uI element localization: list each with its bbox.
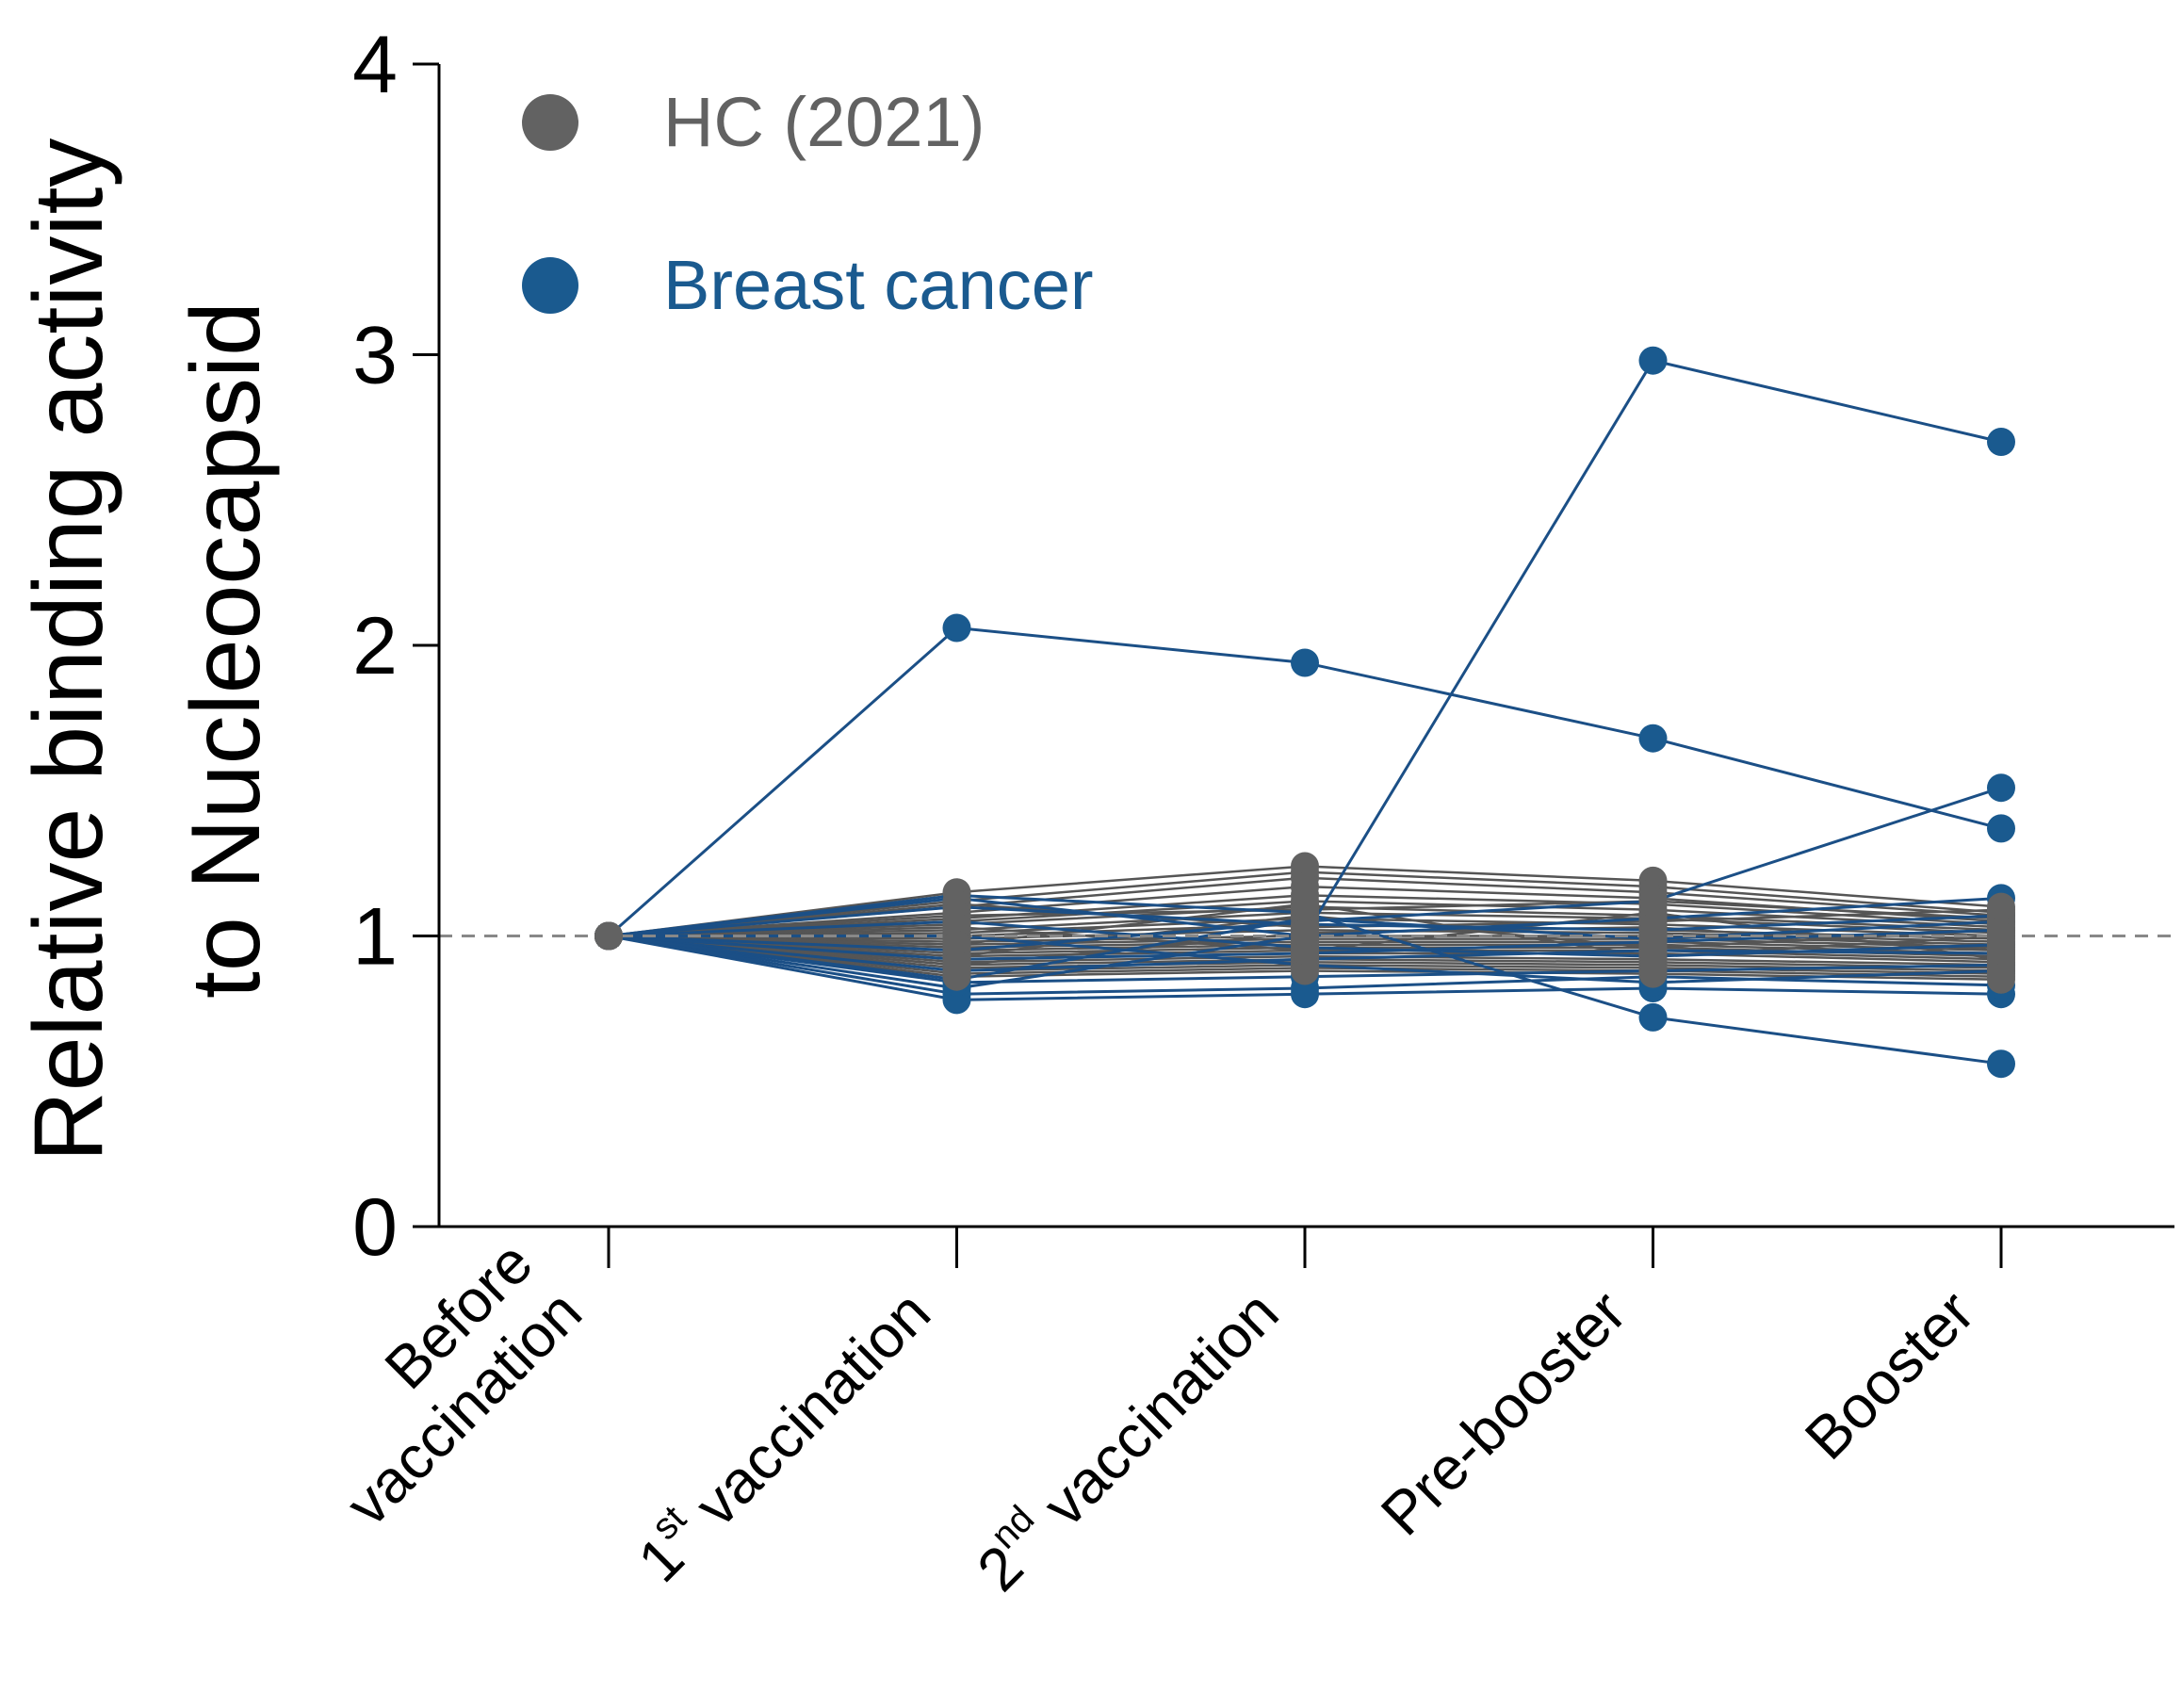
bc-point-0-3 (1638, 724, 1668, 753)
x-tick-label-4: Booster (1792, 1277, 1987, 1472)
y-axis-title-line-1: to Nucleocapsid (171, 301, 281, 999)
legend-marker-0 (522, 94, 578, 151)
y-axis-title: Relative binding activity to Nucleocapsid (14, 138, 281, 1163)
bc-point-0-2 (1291, 648, 1319, 677)
axes: 0 1 2 3 4 (352, 20, 2174, 1273)
hc-point-29-4 (1987, 935, 2015, 965)
legend-label-0: HC (2021) (663, 83, 985, 161)
bc-point-0-4 (1987, 814, 2015, 843)
y-tick-label-3: 3 (352, 311, 398, 401)
hc-point-23-2 (1291, 956, 1319, 985)
x-tick-label-1-part-0-2: vaccination (670, 1277, 943, 1551)
x-tick-label-0: Beforevaccination (285, 1228, 594, 1538)
bc-point-2-4 (1987, 773, 2015, 803)
bc-point-3-3 (1638, 1002, 1668, 1032)
x-tick-label-3-part-0-0: Pre-booster (1368, 1277, 1638, 1548)
legend: HC (2021) Breast cancer (522, 83, 1094, 324)
x-tick-label-2: 2nd vaccination (959, 1273, 1291, 1604)
hc-point-23-4 (1987, 965, 2015, 994)
x-tick-label-4-part-0-0: Booster (1792, 1277, 1987, 1472)
hc-point-28-1 (942, 930, 971, 959)
y-tick-label-2: 2 (352, 601, 398, 691)
bc-point-1-3 (1638, 346, 1668, 375)
bc-point-3-4 (1987, 1049, 2015, 1079)
legend-label-1: Breast cancer (663, 246, 1094, 324)
series-markers (594, 346, 2015, 1079)
bc-point-1-4 (1987, 428, 2015, 456)
legend-marker-1 (522, 257, 578, 314)
y-tick-label-4: 4 (352, 20, 398, 110)
hc-point-28-3 (1638, 942, 1668, 971)
hc-point-29-0 (594, 921, 623, 951)
y-tick-label-1: 1 (352, 892, 398, 983)
x-tick-label-3: Pre-booster (1368, 1277, 1638, 1548)
hc-point-29-1 (942, 951, 971, 980)
x-tick-label-2-part-0-2: vaccination (1018, 1277, 1292, 1551)
x-tick-label-1: 1st vaccination (620, 1273, 943, 1596)
y-tick-label-0: 0 (352, 1182, 398, 1273)
hc-point-29-3 (1638, 913, 1668, 942)
hc-point-29-2 (1291, 919, 1319, 948)
y-axis-title-line-0: Relative binding activity (14, 138, 123, 1163)
hc-point-28-2 (1291, 889, 1319, 919)
bc-point-0-1 (942, 613, 971, 643)
